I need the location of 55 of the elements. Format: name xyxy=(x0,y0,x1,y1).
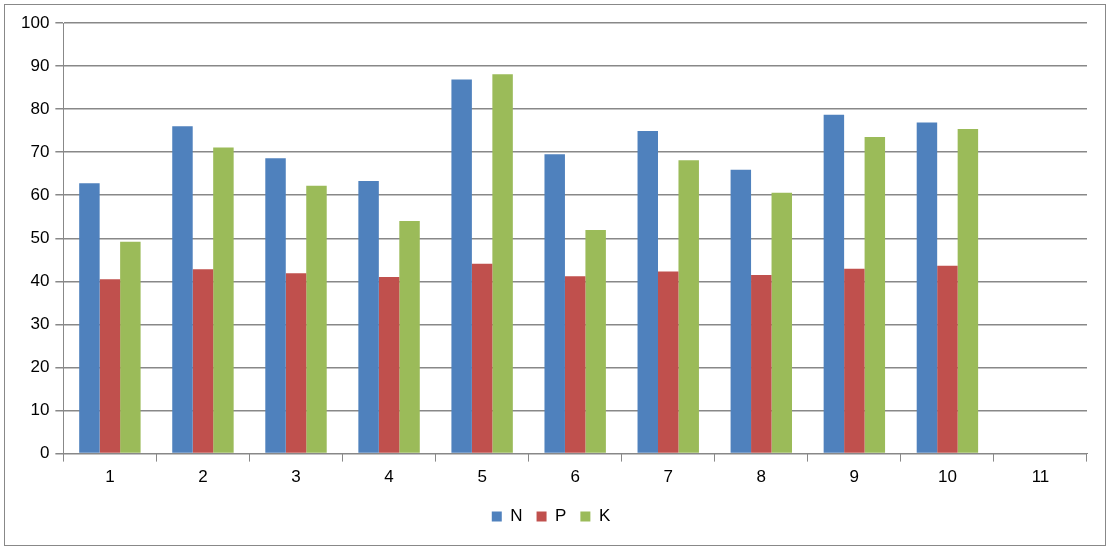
bar xyxy=(378,277,400,453)
bar xyxy=(658,271,679,453)
y-tick-label: 30 xyxy=(30,314,50,334)
y-tick-label: 10 xyxy=(30,400,50,420)
bar xyxy=(285,273,307,453)
bar xyxy=(471,263,493,453)
bar xyxy=(823,114,845,453)
bar xyxy=(564,276,586,453)
bar xyxy=(358,181,379,453)
y-tick-label: 70 xyxy=(30,141,50,161)
bar xyxy=(213,147,234,453)
bar xyxy=(192,269,214,453)
y-tick-label: 20 xyxy=(30,357,50,377)
bar xyxy=(730,169,752,453)
x-tick-label: 3 xyxy=(291,467,301,487)
bar xyxy=(957,128,979,453)
y-tick-label: 50 xyxy=(30,227,50,247)
x-tick-label: 2 xyxy=(198,467,208,487)
x-tick-label: 1 xyxy=(105,467,115,487)
y-tick-label: 90 xyxy=(30,55,50,75)
bar xyxy=(265,158,286,453)
bar xyxy=(172,126,193,453)
y-tick-label: 60 xyxy=(30,184,50,204)
x-tick-label: 4 xyxy=(384,467,394,487)
y-tick-label: 0 xyxy=(39,443,50,463)
bar xyxy=(306,185,327,453)
x-tick-label: 10 xyxy=(937,467,957,487)
bar xyxy=(99,279,121,453)
bar xyxy=(678,160,699,453)
y-tick-label: 80 xyxy=(30,98,50,118)
y-tick-label: 40 xyxy=(30,271,50,291)
x-tick-label: 11 xyxy=(1031,467,1050,487)
legend-label: P xyxy=(555,506,567,526)
bar xyxy=(451,79,472,453)
x-tick-label: 8 xyxy=(756,467,767,487)
bar xyxy=(844,268,865,453)
x-tick-label: 5 xyxy=(477,467,487,487)
bar xyxy=(585,230,606,453)
x-tick-label: 7 xyxy=(663,467,673,487)
bar xyxy=(916,122,938,453)
x-tick-label: 6 xyxy=(570,467,580,487)
bar xyxy=(399,221,420,453)
legend-label: N xyxy=(510,506,523,526)
bar xyxy=(751,274,772,453)
legend-label: K xyxy=(598,506,611,526)
bar xyxy=(79,183,100,453)
y-tick-label: 100 xyxy=(20,12,50,32)
bar xyxy=(492,74,513,453)
bar xyxy=(120,241,141,453)
bar xyxy=(864,137,886,453)
bar xyxy=(637,131,658,453)
x-tick-label: 9 xyxy=(849,467,860,487)
bar xyxy=(771,192,793,453)
bar xyxy=(544,154,565,453)
bar xyxy=(937,265,958,453)
